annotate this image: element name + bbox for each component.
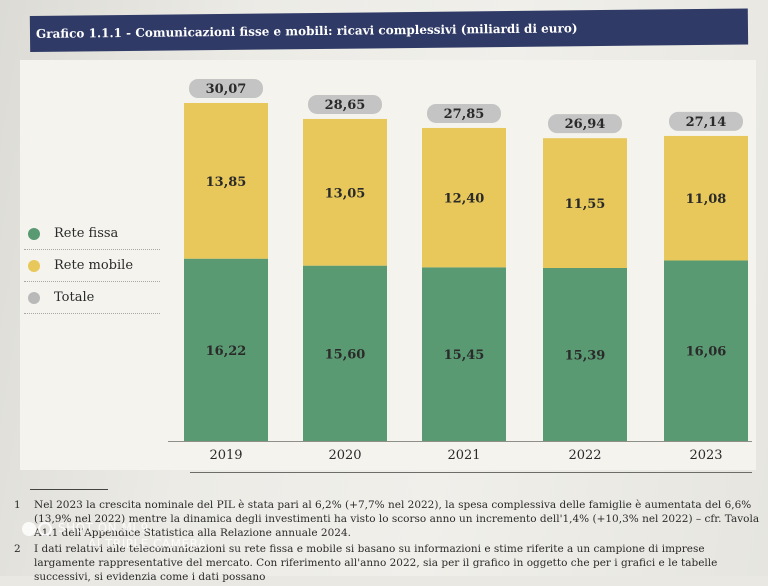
x-tick-label: 2020: [328, 448, 361, 463]
bar-value-label: 11,55: [565, 197, 606, 212]
bar-value-label: 15,60: [325, 347, 366, 362]
bar-rete-mobile-2023: [664, 135, 748, 261]
legend-swatch-totale: [28, 291, 40, 304]
camera-watermark: SHOT ON MI 9 AI TRIPLE CAMERA: [22, 520, 207, 552]
legend-swatch-rete-fissa: [28, 227, 40, 240]
footnote-text: Nel 2023 la crescita nominale del PIL è …: [34, 499, 760, 539]
camera-logo-icon: [22, 521, 36, 536]
footnote-2: 2 I dati relativi alle telecomunicazioni…: [14, 542, 764, 584]
bar-value-label: 15,45: [444, 348, 485, 363]
total-value-label: 27,14: [686, 115, 727, 130]
bar-rete-fissa-2020: [303, 265, 387, 441]
bar-rete-mobile-2019: [184, 103, 268, 259]
bar-value-label: 16,06: [686, 345, 727, 360]
total-badge-2021: [427, 103, 501, 123]
bar-value-label: 11,08: [686, 192, 727, 207]
watermark-line-1: SHOT ON MI 9: [58, 521, 149, 535]
total-value-label: 30,07: [206, 82, 247, 97]
bar-value-label: 13,05: [325, 186, 366, 201]
legend-swatch-rete-mobile: [28, 259, 40, 272]
chart-legend: Rete fissa Rete mobile Totale: [24, 218, 160, 314]
bar-rete-fissa-2023: [664, 260, 748, 441]
bar-value-label: 16,22: [206, 344, 247, 359]
x-tick-label: 2019: [209, 448, 242, 463]
bar-rete-fissa-2021: [422, 267, 506, 441]
legend-item-totale: Totale: [24, 282, 160, 314]
bar-rete-mobile-2020: [303, 118, 387, 266]
total-badge-2023: [669, 111, 743, 131]
camera-ring-icon: [38, 521, 52, 536]
total-value-label: 26,94: [565, 117, 606, 132]
total-badge-2019: [189, 79, 263, 98]
legend-label: Rete mobile: [54, 258, 134, 273]
watermark-line-2: AI TRIPLE CAMERA: [88, 537, 207, 551]
stacked-bar-chart: 16,22 13,85 30,07 2019 15,60 13,05 28,65 2020 15…: [168, 79, 752, 473]
footnote-1: 1 Nel 2023 la crescita nominale del PIL …: [14, 498, 764, 540]
legend-item-rete-fissa: Rete fissa: [24, 218, 160, 250]
chart-panel: [20, 60, 756, 470]
bar-value-label: 13,85: [206, 175, 247, 190]
footnote-number: 2: [14, 543, 21, 555]
x-tick-label: 2021: [447, 448, 480, 463]
footnote-number: 1: [14, 499, 21, 511]
bar-rete-fissa-2019: [184, 258, 268, 441]
legend-label: Rete fissa: [54, 226, 119, 241]
bar-value-label: 12,40: [444, 192, 485, 207]
total-badge-2020: [308, 94, 382, 114]
bar-rete-mobile-2022: [543, 138, 627, 269]
footnote-text: I dati relativi alle telecomunicazioni s…: [34, 543, 718, 583]
total-badge-2022: [548, 114, 622, 134]
legend-label: Totale: [54, 290, 95, 305]
bar-value-label: 15,39: [565, 349, 606, 364]
footnotes: 1 Nel 2023 la crescita nominale del PIL …: [14, 498, 764, 586]
total-value-label: 27,85: [444, 107, 485, 122]
x-tick-label: 2022: [568, 448, 601, 463]
footnote-divider: [30, 489, 108, 490]
x-tick-label: 2023: [689, 448, 722, 463]
bar-rete-mobile-2021: [422, 127, 506, 268]
legend-item-rete-mobile: Rete mobile: [24, 250, 160, 282]
bar-rete-fissa-2022: [543, 268, 627, 441]
total-value-label: 28,65: [325, 98, 366, 113]
